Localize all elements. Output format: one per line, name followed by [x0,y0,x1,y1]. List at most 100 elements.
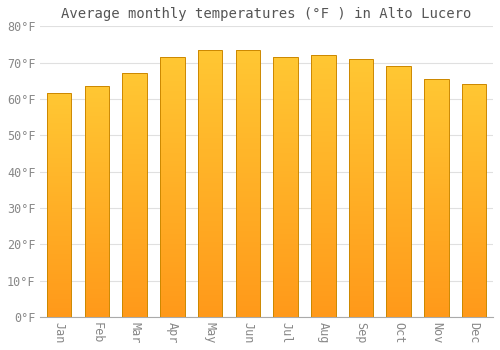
Bar [424,79,448,81]
Bar [122,151,147,154]
Bar [84,292,109,294]
Bar [84,305,109,308]
Bar [311,301,336,304]
Bar [311,244,336,246]
Bar [386,274,411,277]
Bar [274,57,298,60]
Bar [386,89,411,91]
Bar [198,215,222,218]
Bar [462,310,486,312]
Bar [462,280,486,282]
Bar [122,227,147,229]
Bar [348,294,374,296]
Bar [424,100,448,103]
Bar [462,238,486,240]
Bar [386,247,411,249]
Bar [198,242,222,245]
Bar [424,231,448,233]
Bar [348,226,374,229]
Bar [47,245,72,247]
Bar [236,290,260,293]
Bar [424,262,448,265]
Bar [274,91,298,93]
Bar [424,196,448,198]
Bar [462,191,486,194]
Bar [424,269,448,272]
Bar [274,286,298,288]
Bar [47,290,72,292]
Bar [386,139,411,141]
Bar [122,295,147,298]
Bar [348,252,374,255]
Bar [274,213,298,216]
Bar [348,301,374,304]
Bar [311,217,336,220]
Bar [348,116,374,118]
Bar [311,142,336,144]
Bar [386,126,411,129]
Bar [160,161,184,163]
Bar [47,312,72,315]
Bar [198,231,222,234]
Bar [274,169,298,172]
Bar [424,93,448,96]
Bar [386,141,411,144]
Bar [47,154,72,156]
Bar [160,112,184,114]
Bar [122,125,147,127]
Bar [386,202,411,204]
Bar [84,86,109,317]
Bar [274,208,298,210]
Bar [462,284,486,287]
Bar [274,127,298,130]
Bar [198,295,222,298]
Bar [311,197,336,199]
Bar [160,187,184,190]
Bar [424,158,448,160]
Bar [198,266,222,269]
Bar [386,282,411,284]
Bar [198,141,222,143]
Bar [386,239,411,241]
Bar [47,243,72,245]
Bar [122,74,147,317]
Bar [122,237,147,239]
Bar [198,208,222,210]
Bar [386,94,411,96]
Bar [386,134,411,136]
Bar [160,254,184,257]
Bar [424,138,448,141]
Bar [311,220,336,223]
Bar [198,159,222,162]
Bar [198,98,222,100]
Bar [122,234,147,237]
Bar [311,186,336,189]
Bar [311,118,336,121]
Bar [198,74,222,77]
Bar [122,142,147,144]
Bar [122,249,147,251]
Bar [274,62,298,65]
Bar [348,121,374,124]
Bar [236,108,260,111]
Bar [274,143,298,146]
Bar [198,125,222,127]
Bar [47,93,72,317]
Bar [47,196,72,198]
Bar [386,214,411,217]
Bar [311,58,336,61]
Bar [424,167,448,169]
Bar [198,135,222,138]
Bar [122,176,147,178]
Bar [198,239,222,242]
Bar [348,162,374,165]
Bar [348,82,374,85]
Bar [274,187,298,190]
Bar [236,138,260,141]
Bar [274,234,298,236]
Bar [198,50,222,52]
Bar [311,270,336,272]
Bar [311,254,336,257]
Bar [311,139,336,142]
Bar [236,133,260,135]
